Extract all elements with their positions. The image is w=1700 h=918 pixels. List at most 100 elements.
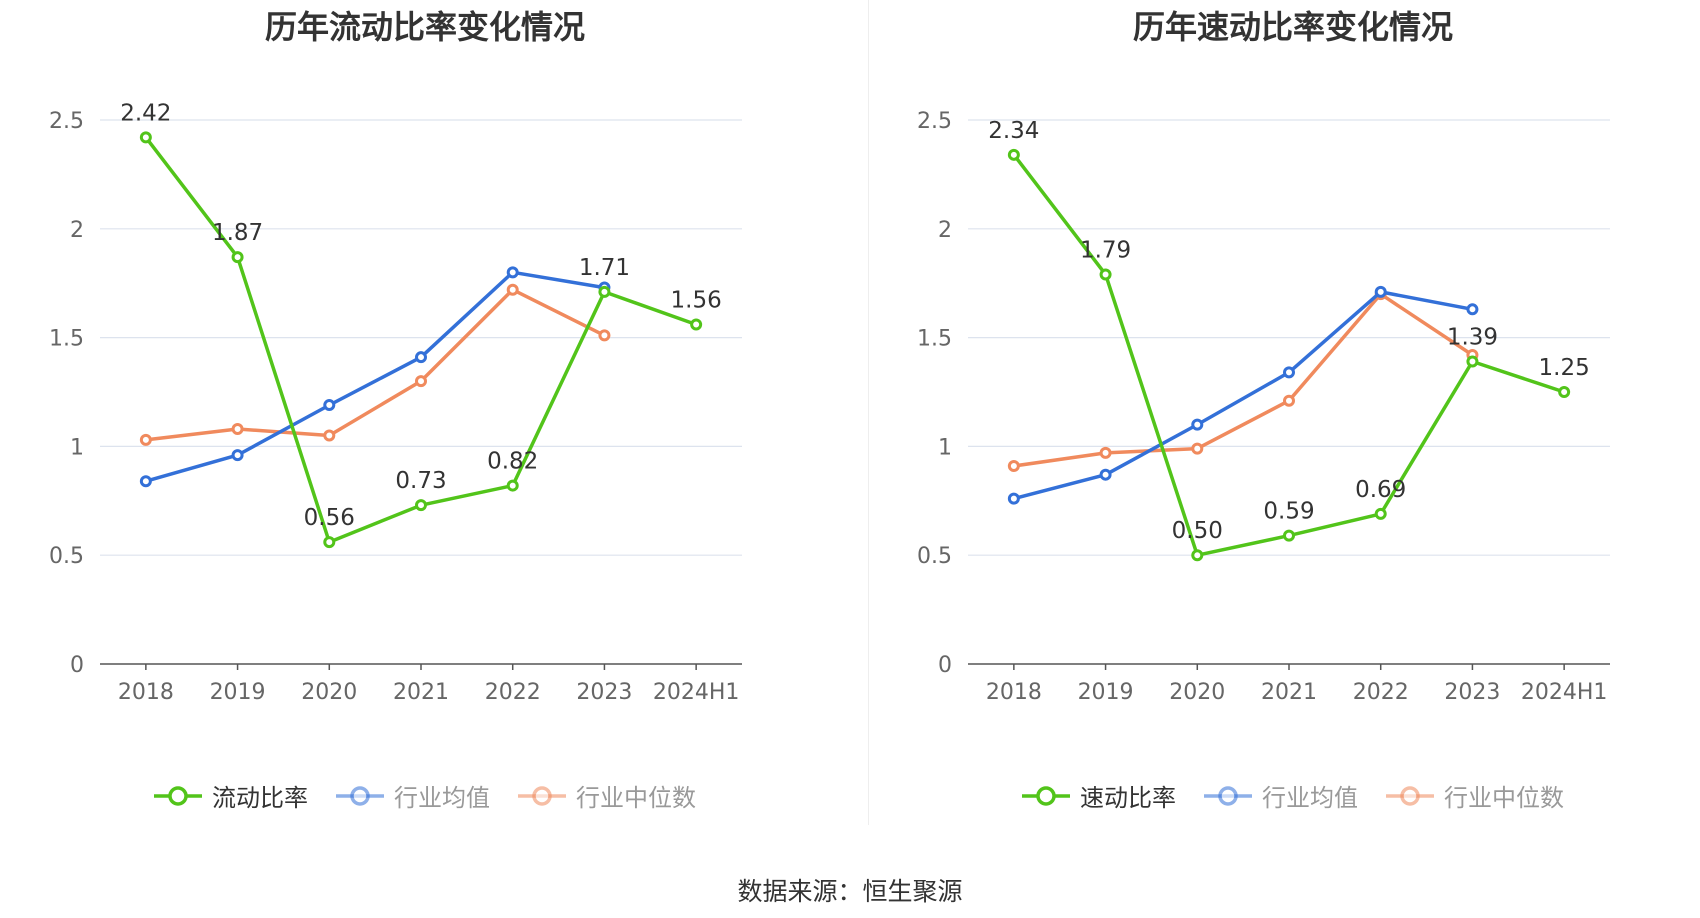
data-label: 0.59 [1263,499,1314,525]
data-label: 1.79 [1080,237,1131,263]
legend-item[interactable]: 行业中位数 [1386,778,1564,813]
data-label: 1.25 [1539,355,1590,381]
legend-line-icon [518,785,566,806]
chart-legend: 速动比率 行业均值 行业中位数 [868,778,1700,813]
data-point [506,479,519,492]
data-label: 1.87 [212,220,263,246]
data-point [231,422,244,435]
data-point [139,475,152,488]
data-point [1191,442,1204,455]
data-point [1191,418,1204,431]
y-tick-label: 1.5 [49,327,84,352]
data-label: 2.34 [988,118,1039,144]
data-label: 0.82 [487,449,538,475]
chart-legend: 流动比率 行业均值 行业中位数 [0,778,850,813]
y-tick-label: 2.5 [49,109,84,134]
data-point [1099,468,1112,481]
legend-line-icon [1386,785,1434,806]
series-line [145,287,606,442]
data-point [323,429,336,442]
data-label: 1.39 [1447,325,1498,351]
data-point [415,351,427,364]
legend-line-icon [1022,785,1070,806]
current-ratio-panel: 历年流动比率变化情况 0 0.5 1 1.5 2 2.5 2018 2019 2020 2021 2… [0,8,850,813]
data-point [1007,148,1020,161]
x-tick-label: 2024H1 [1521,680,1608,705]
legend-label: 行业均值 [1262,784,1358,812]
data-point [231,251,244,264]
data-point [1099,268,1112,281]
data-point [1374,285,1387,298]
y-tick-label: 0.5 [917,544,952,569]
x-tick-label: 2023 [1444,680,1500,705]
x-tick-label: 2020 [301,680,357,705]
y-tick-label: 2 [70,218,84,243]
data-point [506,266,519,279]
legend-line-icon [336,785,384,806]
series-line [145,270,605,483]
x-tick-label: 2022 [485,680,541,705]
data-point [690,318,703,331]
legend-item[interactable]: 行业均值 [1204,778,1358,813]
data-label: 1.56 [671,288,722,314]
data-point [598,285,611,298]
legend-label: 行业中位数 [1444,784,1564,812]
legend-item[interactable]: 行业中位数 [518,778,696,813]
data-point [1466,303,1479,316]
data-label: 0.73 [395,468,446,494]
x-tick-label: 2024H1 [653,680,740,705]
x-tick-label: 2021 [393,680,449,705]
y-tick-label: 1.5 [917,327,952,352]
data-point [1283,529,1295,542]
y-tick-label: 2 [938,218,952,243]
legend-label: 行业中位数 [576,784,696,812]
legend-label: 行业均值 [394,784,490,812]
chart-title: 历年流动比率变化情况 [264,8,585,46]
data-point [139,433,152,446]
data-point [1558,386,1571,398]
data-point [1007,459,1020,472]
series-line [1013,290,1473,501]
y-tick-label: 0.5 [49,544,84,569]
data-label: 0.56 [304,505,355,531]
data-point [1466,355,1479,368]
x-tick-label: 2022 [1353,680,1409,705]
y-tick-label: 2.5 [917,109,952,134]
data-point [139,131,152,144]
y-tick-label: 1 [938,435,952,460]
data-point [1374,507,1387,520]
data-label: 0.50 [1172,518,1223,544]
y-tick-label: 0 [938,653,952,678]
quick-ratio-chart: 0 0.5 1 1.5 2 2.5 2018 2019 2020 2021 2022 2023 2024… [917,109,1610,705]
data-point [1283,366,1295,379]
data-point [323,536,336,549]
data-point [506,283,519,296]
data-label: 0.69 [1355,477,1406,503]
quick-ratio-panel: 历年速动比率变化情况 0 0.5 1 1.5 2 2.5 2018 2019 2020 2021 2… [868,0,1700,918]
x-tick-label: 2023 [576,680,632,705]
y-tick-label: 0 [70,653,84,678]
data-point [323,399,336,412]
x-tick-label: 2021 [1261,680,1317,705]
current-ratio-chart: 0 0.5 1 1.5 2 2.5 2018 2019 2020 2021 2022 2023 2024… [49,100,742,705]
series-line [1012,153,1565,557]
panel-divider [868,0,869,825]
legend-item[interactable]: 行业均值 [336,778,490,813]
legend-item[interactable]: 速动比率 [1022,778,1176,813]
data-point [1283,394,1295,407]
legend-line-icon [154,785,202,806]
x-tick-label: 2018 [986,680,1042,705]
x-tick-label: 2020 [1169,680,1225,705]
legend-label: 速动比率 [1080,784,1176,812]
y-tick-label: 1 [70,435,84,460]
legend-item[interactable]: 流动比率 [154,778,308,813]
x-tick-label: 2019 [210,680,266,705]
data-point [415,375,427,388]
data-source-note: 数据来源：恒生聚源 [737,877,963,906]
data-point [1099,446,1112,459]
x-tick-label: 2018 [118,680,174,705]
data-point [598,329,611,342]
series-line [1013,292,1474,468]
legend-label: 流动比率 [212,784,308,812]
chart-title: 历年速动比率变化情况 [1132,8,1453,46]
